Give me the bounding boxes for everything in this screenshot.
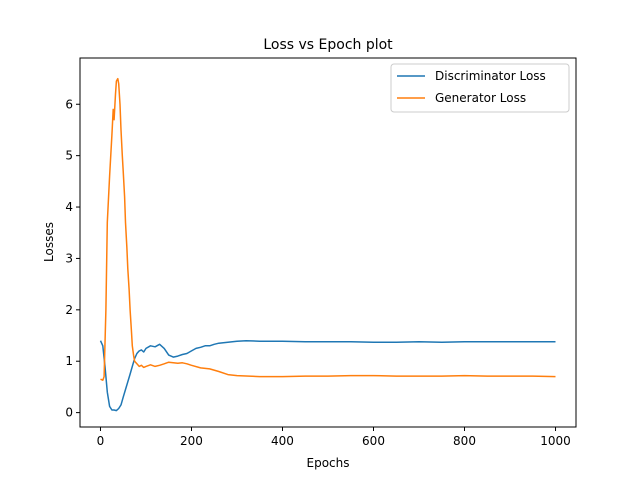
x-tick-label: 800 [453, 434, 476, 448]
series-line-discriminator-loss [99, 339, 556, 412]
legend-entry: Generator Loss [435, 91, 526, 105]
y-tick-label: 1 [65, 354, 73, 368]
x-tick-label: 0 [97, 434, 105, 448]
y-tick-label: 6 [65, 97, 73, 111]
legend-box [390, 63, 570, 113]
y-axis-label: Losses [42, 222, 56, 262]
y-tick-label: 3 [65, 251, 73, 265]
x-tick-label: 200 [180, 434, 203, 448]
x-tick-label: 400 [271, 434, 294, 448]
y-axis: 0 1 2 3 4 5 6 [65, 97, 80, 420]
legend: Discriminator Loss Generator Loss [390, 63, 570, 113]
legend-entry: Discriminator Loss [435, 69, 546, 83]
x-axis: 0 200 400 600 800 1000 [97, 427, 571, 448]
y-tick-label: 0 [65, 406, 73, 420]
x-axis-label: Epochs [307, 456, 350, 470]
series-line-generator-loss [100, 77, 556, 381]
chart-title: Loss vs Epoch plot [263, 37, 393, 53]
y-tick-label: 2 [65, 303, 73, 317]
plot-area [99, 77, 556, 412]
x-tick-label: 1000 [540, 434, 571, 448]
x-tick-label: 600 [362, 434, 385, 448]
axes-frame [79, 57, 577, 428]
y-tick-label: 5 [65, 149, 73, 163]
y-tick-label: 4 [65, 200, 73, 214]
